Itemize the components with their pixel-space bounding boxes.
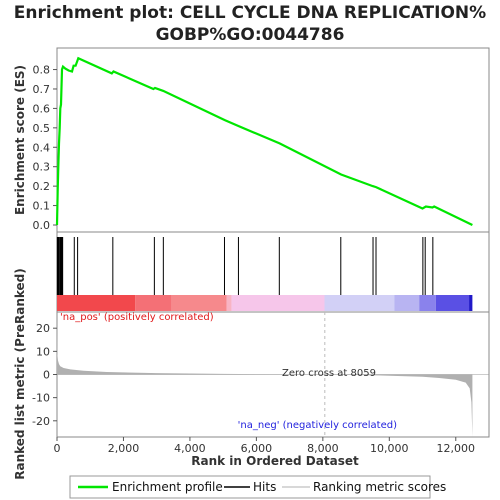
es-panel: 0.0 0.1 0.2 0.3 0.4 0.5 0.6 0.7 0.8 [33, 47, 490, 233]
xtick-label: 10,000 [370, 442, 409, 455]
legend-hits-label: Hits [253, 480, 276, 494]
metric-ytick-label: 20 [36, 322, 50, 335]
x-axis-label: Rank in Ordered Dataset [191, 454, 359, 468]
metric-ytick-label: 0 [43, 369, 50, 382]
metric-ytick-label: -20 [32, 415, 50, 428]
rank-heatmap-segment [171, 295, 227, 311]
rank-heatmap-segment [57, 295, 136, 311]
es-ytick-label: 0.3 [33, 161, 51, 174]
chart-title-line-2: GOBP%GO:0044786 [156, 25, 345, 45]
es-ytick-label: 0.0 [33, 219, 51, 232]
es-ytick-label: 0.1 [33, 200, 51, 213]
es-ytick-label: 0.6 [33, 102, 51, 115]
legend: Enrichment profile Hits Ranking metric s… [69, 475, 446, 499]
hits-panel [56, 231, 490, 313]
enrichment-profile-line [55, 56, 473, 226]
metric-ytick-label: 10 [36, 345, 50, 358]
rank-heatmap-segment [324, 295, 395, 311]
rank-heatmap-segment [231, 295, 325, 311]
negative-correlation-label: 'na_neg' (negatively correlated) [238, 420, 397, 431]
metric-panel: 20 10 0 -10 -20 'na_pos' (positively correla… [32, 311, 490, 438]
xtick-label: 12,000 [437, 442, 476, 455]
rank-heatmap-segment [435, 295, 470, 311]
xtick-label: 4,000 [174, 442, 206, 455]
xtick-label: 6,000 [241, 442, 273, 455]
metric-y-axis-label: Ranked list metric (PreRanked) [13, 268, 27, 480]
legend-metric-label: Ranking metric scores [313, 480, 446, 494]
rank-heatmap-segment [394, 295, 420, 311]
xtick-label: 0 [54, 442, 61, 455]
legend-enrichment-label: Enrichment profile [112, 480, 223, 494]
chart-title-line-1: Enrichment plot: CELL CYCLE DNA REPLICAT… [14, 3, 486, 23]
es-ytick-label: 0.2 [33, 180, 51, 193]
rank-heatmap-segment [419, 295, 436, 311]
positive-correlation-label: 'na_pos' (positively correlated) [60, 312, 214, 323]
es-ytick-label: 0.4 [33, 141, 51, 154]
rank-heatmap-segment [226, 295, 232, 311]
metric-ytick-label: -10 [32, 392, 50, 405]
rank-heatmap-segment [469, 295, 473, 311]
zero-cross-label: Zero cross at 8059 [282, 368, 376, 379]
rank-heatmap-segment [135, 295, 172, 311]
es-ytick-label: 0.7 [33, 83, 51, 96]
es-y-axis-label: Enrichment score (ES) [13, 65, 27, 215]
es-ytick-label: 0.8 [33, 64, 51, 77]
xtick-label: 8,000 [307, 442, 339, 455]
xtick-label: 2,000 [108, 442, 140, 455]
es-ytick-label: 0.5 [33, 122, 51, 135]
